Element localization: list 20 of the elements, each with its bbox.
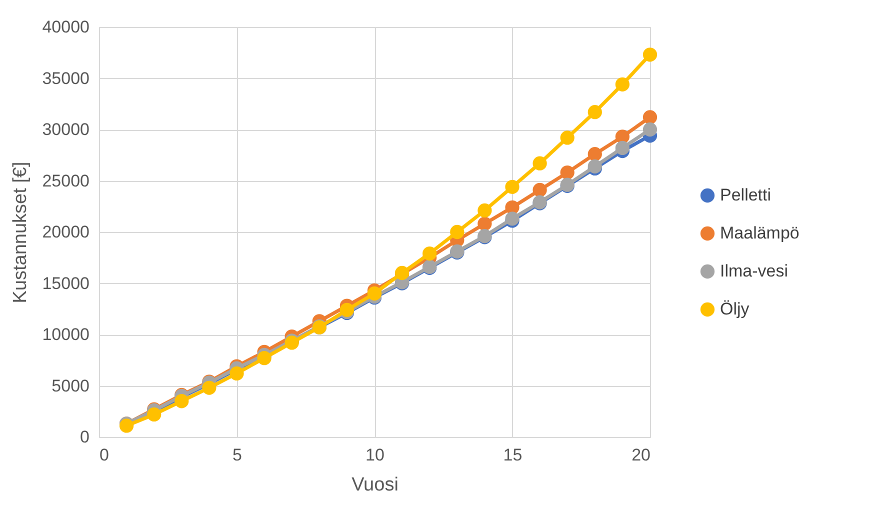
legend-label: Pelletti xyxy=(720,186,772,204)
x-tick-label: 15 xyxy=(503,446,522,464)
y-tick-label: 40000 xyxy=(42,18,90,36)
y-tick-label: 20000 xyxy=(42,222,90,242)
y-tick-label: 35000 xyxy=(42,68,90,88)
x-axis-title: Vuosi xyxy=(352,474,398,496)
y-tick-label: 10000 xyxy=(42,325,90,344)
x-tick-label: 10 xyxy=(366,446,384,464)
y-axis-title: Kustannukset [€] xyxy=(10,162,32,304)
y-tick-label: 25000 xyxy=(42,171,90,190)
legend-label: Öljy xyxy=(720,300,750,318)
legend-label: Maalämpö xyxy=(720,224,800,242)
y-tick-label: 30000 xyxy=(42,120,90,139)
x-tick-label: 0 xyxy=(100,446,109,464)
y-tick-label: 0 xyxy=(80,428,90,446)
x-tick-label: 20 xyxy=(632,446,650,464)
y-tick-label: 15000 xyxy=(42,274,90,293)
y-tick-label: 5000 xyxy=(52,376,90,396)
x-tick-label: 5 xyxy=(232,446,242,464)
legend-label: Ilma-vesi xyxy=(720,262,788,280)
